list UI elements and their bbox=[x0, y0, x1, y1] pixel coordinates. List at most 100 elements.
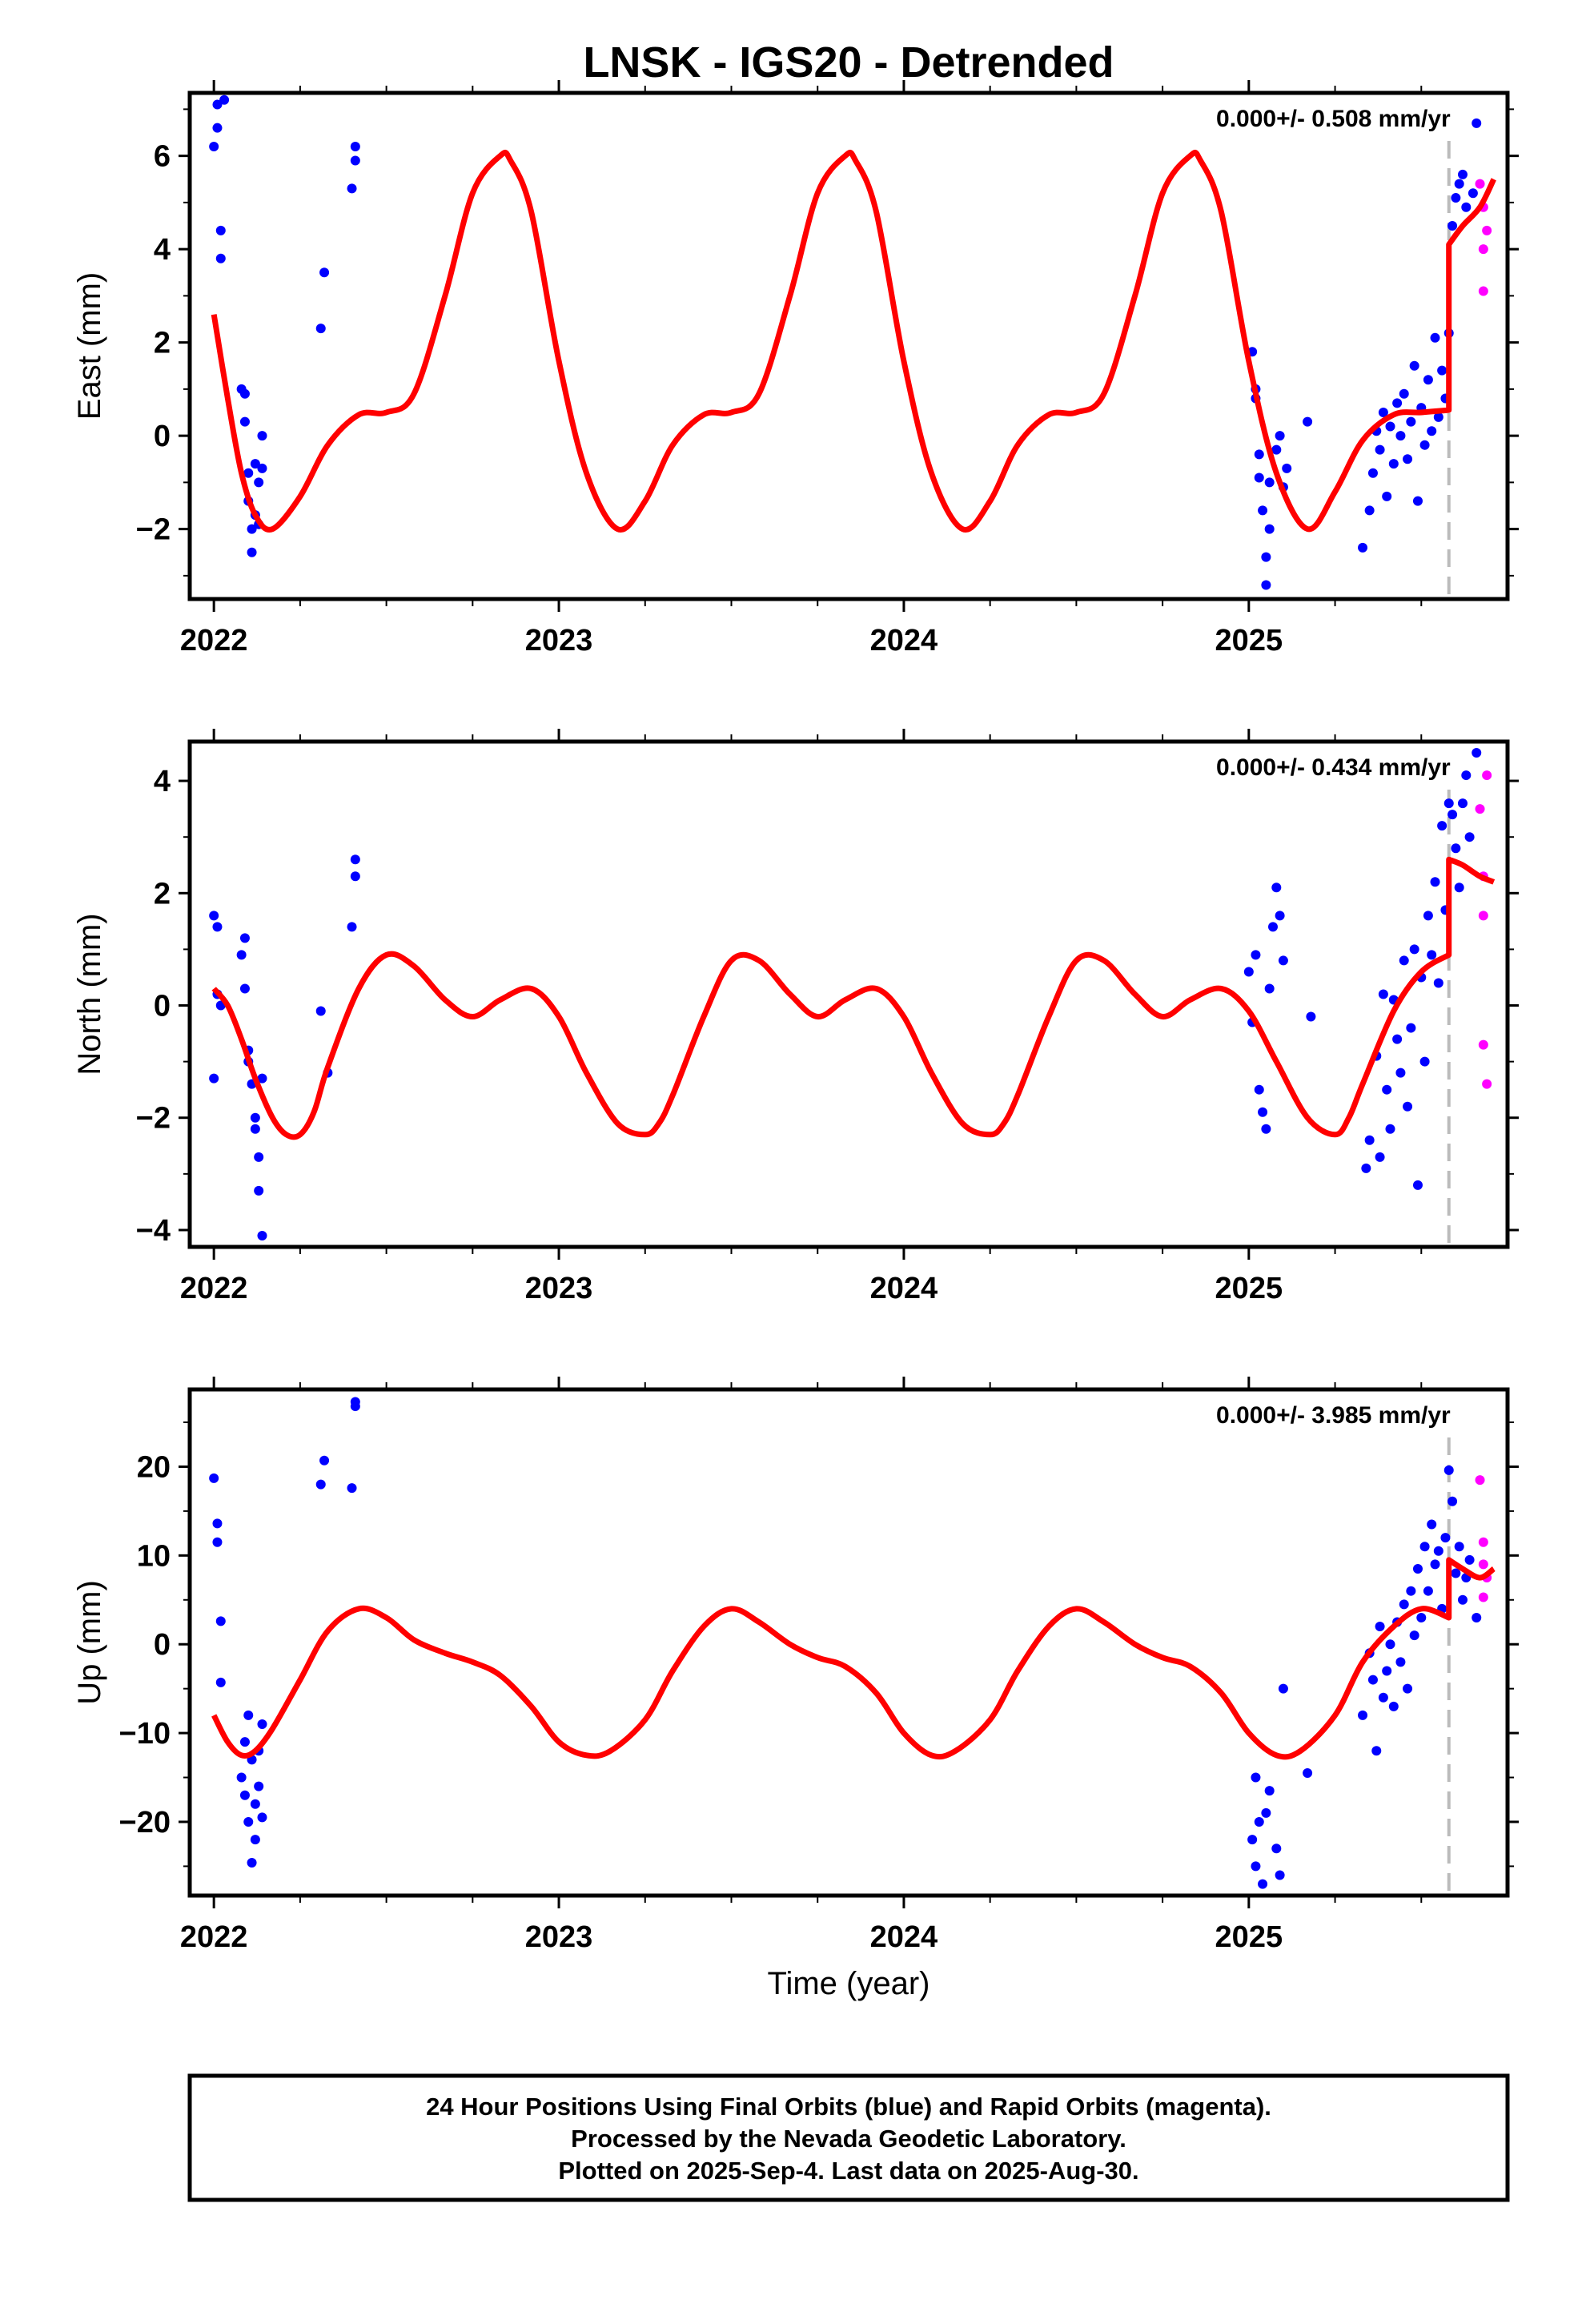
east-final-point bbox=[1367, 468, 1378, 478]
east-y-tick-label: −2 bbox=[136, 513, 171, 547]
north-final-point bbox=[1443, 798, 1454, 809]
north-final-point bbox=[1361, 1163, 1371, 1173]
up-final-point bbox=[1375, 1622, 1385, 1632]
up-final-point bbox=[250, 1835, 260, 1845]
east-final-point bbox=[215, 225, 226, 235]
north-final-point bbox=[1447, 810, 1458, 820]
north-final-point bbox=[250, 1124, 260, 1134]
east-final-point bbox=[1451, 193, 1461, 203]
east-final-point bbox=[1403, 454, 1413, 464]
up-x-tick-label: 2025 bbox=[1215, 1920, 1283, 1954]
north-final-point bbox=[236, 950, 247, 960]
east-final-point bbox=[1395, 431, 1406, 441]
north-final-point bbox=[1437, 821, 1447, 831]
up-final-point bbox=[243, 1710, 254, 1720]
up-final-point bbox=[1457, 1594, 1468, 1605]
north-final-point bbox=[350, 854, 360, 865]
up-final-point bbox=[1261, 1807, 1271, 1818]
up-final-point bbox=[1416, 1612, 1427, 1622]
east-final-point bbox=[1254, 472, 1264, 483]
up-final-point bbox=[212, 1537, 223, 1547]
north-panel: North (mm) 0.000+/- 0.434 mm/yr −4 −2 0 2 4 2… bbox=[72, 729, 1519, 1305]
east-final-point bbox=[315, 324, 326, 334]
footer-line-3: Plotted on 2025-Sep-4. Last data on 2025… bbox=[558, 2157, 1138, 2185]
north-final-point bbox=[250, 1112, 260, 1123]
north-y-tick-label: −4 bbox=[136, 1214, 171, 1248]
north-final-point bbox=[254, 1185, 264, 1196]
up-rate-label: 0.000+/- 3.985 mm/yr bbox=[1216, 1402, 1451, 1429]
east-final-point bbox=[1261, 552, 1271, 562]
north-y-tick-label: −2 bbox=[136, 1102, 171, 1136]
up-final-point bbox=[1447, 1496, 1458, 1506]
east-final-point bbox=[247, 524, 257, 534]
up-final-point bbox=[1385, 1639, 1395, 1650]
east-rapid-point bbox=[1478, 244, 1488, 255]
up-final-point bbox=[1382, 1666, 1392, 1676]
up-rapid-point bbox=[1478, 1559, 1488, 1570]
east-final-point bbox=[1447, 221, 1458, 231]
east-final-point bbox=[350, 141, 360, 151]
east-final-point bbox=[1409, 360, 1419, 371]
east-y-tick-label: 2 bbox=[154, 327, 171, 360]
north-x-tick-label: 2024 bbox=[870, 1272, 938, 1305]
north-final-point bbox=[209, 1073, 219, 1084]
up-final-point bbox=[1371, 1746, 1382, 1756]
east-x-tick-label: 2023 bbox=[525, 624, 593, 657]
up-panel: Up (mm) 0.000+/- 3.985 mm/yr −20 −10 0 10 20… bbox=[72, 1377, 1519, 1954]
up-final-point bbox=[315, 1479, 326, 1490]
up-final-point bbox=[1275, 1870, 1285, 1880]
up-rapid-point bbox=[1478, 1592, 1488, 1602]
east-final-point bbox=[1399, 388, 1409, 399]
footer-frame bbox=[187, 2073, 1510, 2202]
up-final-point bbox=[1443, 1465, 1454, 1475]
east-final-point bbox=[1378, 408, 1388, 418]
east-final-point bbox=[239, 416, 250, 427]
north-y-tick-label: 2 bbox=[154, 877, 171, 911]
north-axis-label: North (mm) bbox=[72, 913, 107, 1075]
east-rate-label: 0.000+/- 0.508 mm/yr bbox=[1216, 106, 1451, 132]
north-final-point bbox=[1243, 967, 1254, 977]
east-final-point bbox=[1382, 491, 1392, 501]
east-final-point bbox=[209, 141, 219, 151]
north-final-point bbox=[1267, 922, 1278, 932]
east-final-point bbox=[1457, 169, 1468, 179]
east-final-point bbox=[1433, 412, 1443, 422]
east-final-point bbox=[1385, 421, 1395, 432]
north-final-point bbox=[1433, 978, 1443, 988]
up-final-point bbox=[257, 1812, 267, 1823]
east-rapid-point bbox=[1482, 225, 1492, 235]
north-final-point bbox=[1306, 1011, 1316, 1022]
east-axis-label: East (mm) bbox=[72, 272, 107, 420]
north-x-tick-label: 2025 bbox=[1215, 1272, 1283, 1305]
footer-line-1: 24 Hour Positions Using Final Orbits (bl… bbox=[426, 2093, 1271, 2121]
north-final-point bbox=[1430, 877, 1440, 887]
east-x-tick-label: 2024 bbox=[870, 624, 938, 657]
north-final-point bbox=[1427, 950, 1437, 960]
north-final-point bbox=[1423, 911, 1433, 921]
east-final-point bbox=[347, 183, 357, 194]
north-final-point bbox=[1258, 1107, 1268, 1117]
up-final-point bbox=[209, 1473, 219, 1483]
north-final-point bbox=[1382, 1084, 1392, 1095]
up-final-point bbox=[1271, 1844, 1282, 1854]
north-final-point bbox=[347, 922, 357, 932]
north-final-point bbox=[1385, 1124, 1395, 1134]
east-final-point bbox=[243, 468, 254, 478]
up-final-point bbox=[215, 1677, 226, 1687]
north-final-point bbox=[1275, 911, 1285, 921]
up-final-point bbox=[257, 1719, 267, 1730]
north-final-point bbox=[1271, 883, 1282, 893]
figure-title: LNSK - IGS20 - Detrended bbox=[583, 38, 1114, 86]
up-final-point bbox=[319, 1455, 330, 1466]
up-x-tick-label: 2022 bbox=[180, 1920, 248, 1954]
up-final-point bbox=[1388, 1701, 1399, 1711]
east-final-point bbox=[1388, 459, 1399, 469]
footer-box: 24 Hour Positions Using Final Orbits (bl… bbox=[187, 2073, 1510, 2202]
north-final-point bbox=[1454, 883, 1464, 893]
north-rapid-point bbox=[1478, 911, 1488, 921]
east-final-point bbox=[1423, 375, 1433, 385]
east-final-point bbox=[247, 547, 257, 557]
east-final-point bbox=[250, 459, 260, 469]
east-plot-frame bbox=[187, 90, 1510, 601]
